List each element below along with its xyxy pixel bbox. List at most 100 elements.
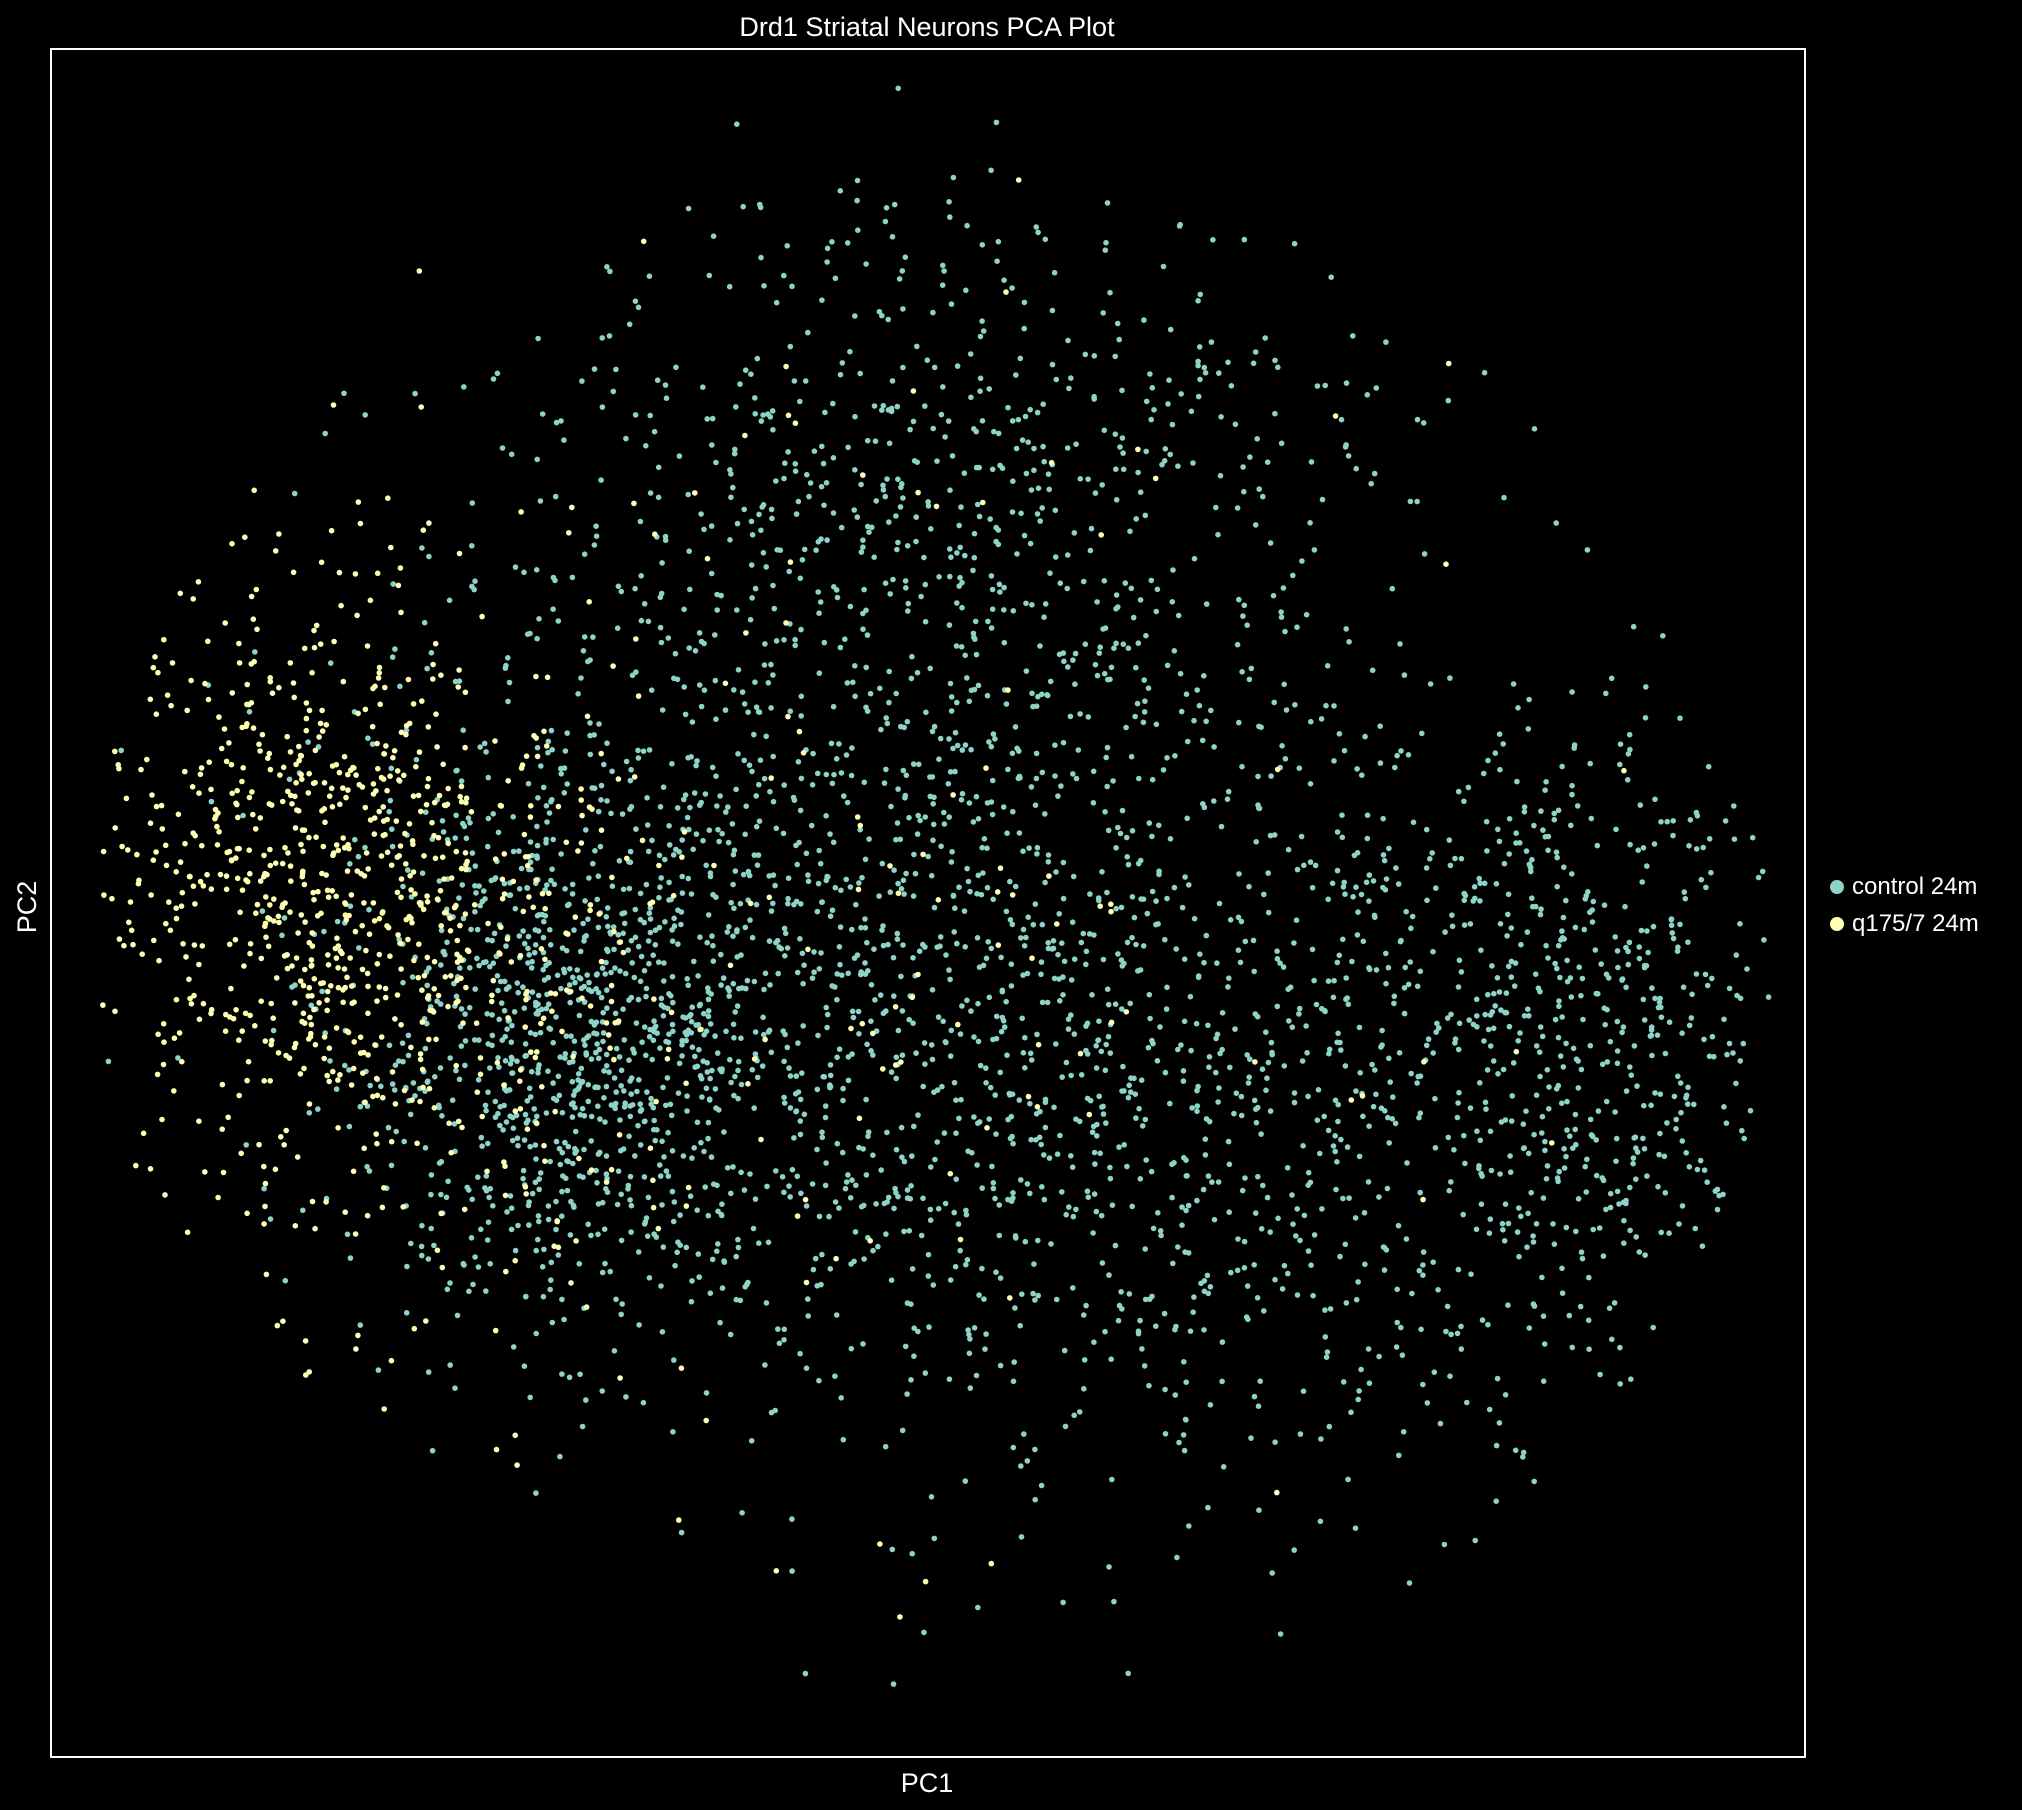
scatter-point xyxy=(715,826,721,833)
scatter-point xyxy=(559,1028,565,1035)
scatter-point xyxy=(1057,580,1064,586)
scatter-point xyxy=(957,574,963,581)
scatter-point xyxy=(522,1041,529,1047)
scatter-point xyxy=(1560,914,1567,921)
scatter-point xyxy=(657,594,664,601)
scatter-point xyxy=(1378,1105,1385,1111)
scatter-point xyxy=(660,1013,667,1019)
scatter-point xyxy=(775,970,781,977)
scatter-point xyxy=(411,1325,418,1332)
scatter-point xyxy=(923,709,929,716)
scatter-point xyxy=(660,784,667,790)
scatter-point xyxy=(830,455,837,461)
scatter-point xyxy=(1551,816,1558,823)
scatter-point xyxy=(740,871,747,878)
scatter-point xyxy=(794,969,801,976)
scatter-point xyxy=(1355,909,1361,915)
scatter-point xyxy=(1655,1004,1662,1011)
scatter-point xyxy=(163,920,169,927)
scatter-point xyxy=(608,1102,615,1108)
scatter-point xyxy=(895,539,901,546)
scatter-point xyxy=(1569,1344,1576,1351)
scatter-point xyxy=(1371,912,1378,919)
scatter-point xyxy=(336,569,343,576)
scatter-point xyxy=(483,749,489,755)
scatter-point xyxy=(534,842,541,849)
scatter-point xyxy=(908,675,915,682)
scatter-point xyxy=(714,607,720,613)
scatter-point xyxy=(572,914,579,920)
scatter-point xyxy=(523,753,530,759)
scatter-point xyxy=(1210,237,1216,243)
scatter-point xyxy=(858,1203,865,1210)
scatter-point xyxy=(558,985,564,992)
scatter-point xyxy=(1614,1018,1621,1025)
scatter-point xyxy=(867,690,874,697)
scatter-point xyxy=(688,891,695,897)
scatter-point xyxy=(1096,1018,1102,1024)
scatter-point xyxy=(1526,861,1533,868)
scatter-point xyxy=(752,679,758,685)
scatter-point xyxy=(627,848,634,855)
scatter-point xyxy=(485,1089,491,1095)
scatter-point xyxy=(472,863,479,869)
scatter-point xyxy=(889,234,896,240)
scatter-point xyxy=(1100,956,1107,963)
scatter-point xyxy=(747,1171,753,1177)
scatter-point xyxy=(206,759,212,765)
scatter-point xyxy=(555,1244,562,1251)
scatter-point xyxy=(625,1182,632,1189)
scatter-point xyxy=(1315,1087,1322,1093)
scatter-point xyxy=(1194,687,1200,693)
scatter-point xyxy=(920,851,926,858)
scatter-point xyxy=(375,675,382,681)
scatter-point xyxy=(392,1062,399,1068)
scatter-point xyxy=(1356,1388,1362,1394)
scatter-point xyxy=(631,774,638,780)
scatter-point xyxy=(374,961,381,967)
scatter-point xyxy=(646,960,652,967)
scatter-point xyxy=(751,978,758,985)
scatter-point xyxy=(485,815,492,822)
scatter-point xyxy=(520,928,526,934)
scatter-point xyxy=(1010,1444,1017,1451)
scatter-point xyxy=(589,785,595,791)
scatter-point xyxy=(1252,349,1259,355)
scatter-point xyxy=(432,640,439,647)
scatter-point xyxy=(1421,551,1428,557)
scatter-point xyxy=(794,861,800,868)
scatter-point xyxy=(587,1003,594,1009)
scatter-point xyxy=(1085,714,1092,720)
scatter-point xyxy=(520,984,526,990)
scatter-point xyxy=(546,810,553,816)
scatter-point xyxy=(1082,351,1089,358)
scatter-point xyxy=(458,783,465,790)
scatter-point xyxy=(311,627,317,634)
scatter-point xyxy=(495,829,502,836)
scatter-point xyxy=(563,839,570,846)
scatter-point xyxy=(1606,1305,1613,1311)
scatter-point xyxy=(1053,376,1060,383)
scatter-point xyxy=(247,1012,253,1019)
scatter-point xyxy=(1352,1525,1359,1531)
scatter-point xyxy=(276,684,282,691)
scatter-point xyxy=(935,1205,942,1212)
scatter-point xyxy=(176,1030,183,1036)
scatter-point xyxy=(1116,1302,1123,1309)
scatter-point xyxy=(946,199,952,205)
scatter-point xyxy=(1091,353,1098,359)
scatter-point xyxy=(1542,1138,1548,1145)
scatter-point xyxy=(633,826,639,832)
scatter-point xyxy=(1164,755,1170,761)
scatter-point xyxy=(776,1340,783,1347)
scatter-point xyxy=(773,478,779,484)
scatter-point xyxy=(147,1166,154,1172)
scatter-point xyxy=(1333,1186,1339,1193)
scatter-point xyxy=(535,1070,541,1076)
scatter-point xyxy=(1139,1123,1146,1129)
scatter-point xyxy=(978,891,985,898)
scatter-point xyxy=(596,721,602,727)
scatter-point xyxy=(1358,891,1365,898)
scatter-point xyxy=(1029,955,1035,961)
scatter-point xyxy=(216,829,222,835)
